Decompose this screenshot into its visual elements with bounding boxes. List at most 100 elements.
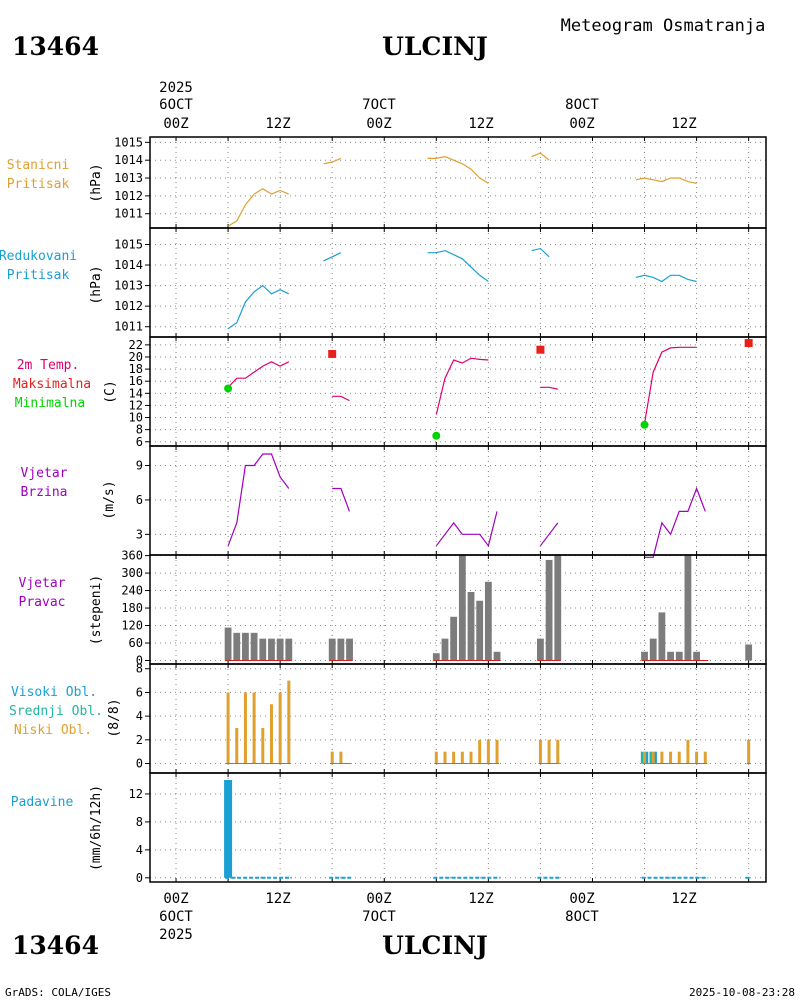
wind-direction-label: Vjetar [19,576,66,591]
top-hour-label: 12Z [468,116,493,132]
cloud-bar [469,751,473,764]
station-id: 13464 [12,32,99,61]
top-date-label: 6OCT [159,97,193,113]
wind-direction-bar [476,600,484,661]
wind-direction-bar [649,638,657,661]
wind-direction-bar [467,592,475,661]
series-line [540,386,558,390]
y-tick-label: 6 [136,685,143,699]
temp-max-label: Maksimalna [13,377,91,392]
cloud-bar [278,692,282,764]
wind-direction-bar [745,644,753,661]
cloud-bar [556,739,560,764]
y-tick-label: 180 [121,601,143,615]
temperature-unit: (C) [103,380,118,403]
cloud-bar [669,751,673,764]
station-pressure-label: Stanicni [7,158,70,173]
cloud-bar [287,680,291,764]
cloud-bar [460,751,464,764]
y-tick-label: 0 [136,757,143,771]
cloud-bar [645,751,649,764]
series-line [323,157,342,165]
precipitation-unit: (mm/6h/12h) [89,785,104,871]
y-tick-label: 3 [136,527,143,541]
top-hour-label: 12Z [671,116,696,132]
wind-direction-unit: (stepeni) [89,575,104,645]
wind-direction-bar [337,638,345,661]
unit-labels: (hPa) (hPa) (C) (m/s) (stepeni) (8/8) (m… [89,163,122,871]
panel-border [149,336,767,447]
series-line [227,453,290,547]
y-tick-label: 12 [129,398,143,412]
bottom-hour-label: 00Z [163,891,188,907]
y-tick-label: 1012 [114,299,143,313]
reduced-pressure-unit: (hPa) [89,265,104,304]
cloud-bar [269,704,273,764]
high-cloud-label: Visoki Obl. [11,685,97,700]
cloud-bar [643,751,647,764]
cloud-bar [695,751,699,764]
min-temp-marker [432,431,441,440]
y-tick-label: 1013 [114,279,143,293]
wind-direction-bar [667,651,674,661]
wind-direction-bar [658,612,666,661]
mid-cloud-label: Srednji Obl. [9,704,103,719]
precipitation-label: Padavine [11,795,74,810]
wind-direction-label: Pravac [19,595,66,610]
bottom-time-axis: 00Z 6OCT 2025 12Z 00Z 7OCT 12Z 00Z 8OCT … [159,891,697,943]
panel-grid: 1011 1012 1013 1014 1015 [114,135,766,228]
temp-min-label: Minimalna [15,396,85,411]
cloud-bar [486,739,490,764]
wind-direction-bar [450,616,458,661]
wind-direction-bar [224,627,232,661]
bottom-hour-label: 12Z [265,891,290,907]
station-pressure-unit: (hPa) [89,163,104,202]
wind-direction-bar [493,651,501,661]
panel-labels: Stanicni Pritisak Redukovani Pritisak 2m… [0,158,103,810]
cloud-bar [651,751,655,764]
series-line [435,511,498,548]
y-tick-label: 12 [129,787,143,801]
y-tick-label: 360 [121,549,143,563]
max-temp-marker [744,339,753,348]
y-tick-label: 18 [129,362,143,376]
y-tick-label: 6 [136,435,143,449]
y-tick-label: 4 [136,843,143,857]
wind-direction-bar [545,559,553,661]
reduced-pressure-label: Redukovani [0,249,77,264]
y-tick-label: 1013 [114,171,143,185]
wind-direction-bar [537,638,544,661]
series-line [427,155,489,184]
cloud-bar [649,751,653,764]
plot-area: 1011101210131014101510111012101310141015… [114,135,767,885]
y-tick-label: 8 [136,662,143,676]
y-tick-label: 1014 [114,153,143,167]
station-pressure-label: Pritisak [7,177,70,192]
top-year-label: 2025 [159,80,193,96]
low-cloud-label: Niski Obl. [14,723,92,738]
cloud-bar [434,751,438,764]
temp-label: 2m Temp. [17,358,80,373]
y-tick-label: 1012 [114,189,143,203]
panel-border [149,663,767,774]
series-line [539,522,559,547]
wind-direction-bar [458,555,466,661]
panel-border [149,227,767,338]
cloud-bar [252,692,256,764]
top-date-label: 7OCT [362,97,396,113]
cloud-bar [538,739,542,764]
cloud-bar [677,751,681,764]
cloud-bar [243,692,247,764]
wind-direction-bar [432,653,440,661]
panel-border [149,772,767,883]
series-line [531,247,550,258]
series-line [644,486,706,558]
wind-direction-bar [285,638,293,661]
top-hour-label: 00Z [163,116,188,132]
y-tick-label: 240 [121,584,143,598]
y-tick-label: 1014 [114,258,143,272]
wind-direction-bar [441,638,449,661]
series-line [435,357,489,415]
